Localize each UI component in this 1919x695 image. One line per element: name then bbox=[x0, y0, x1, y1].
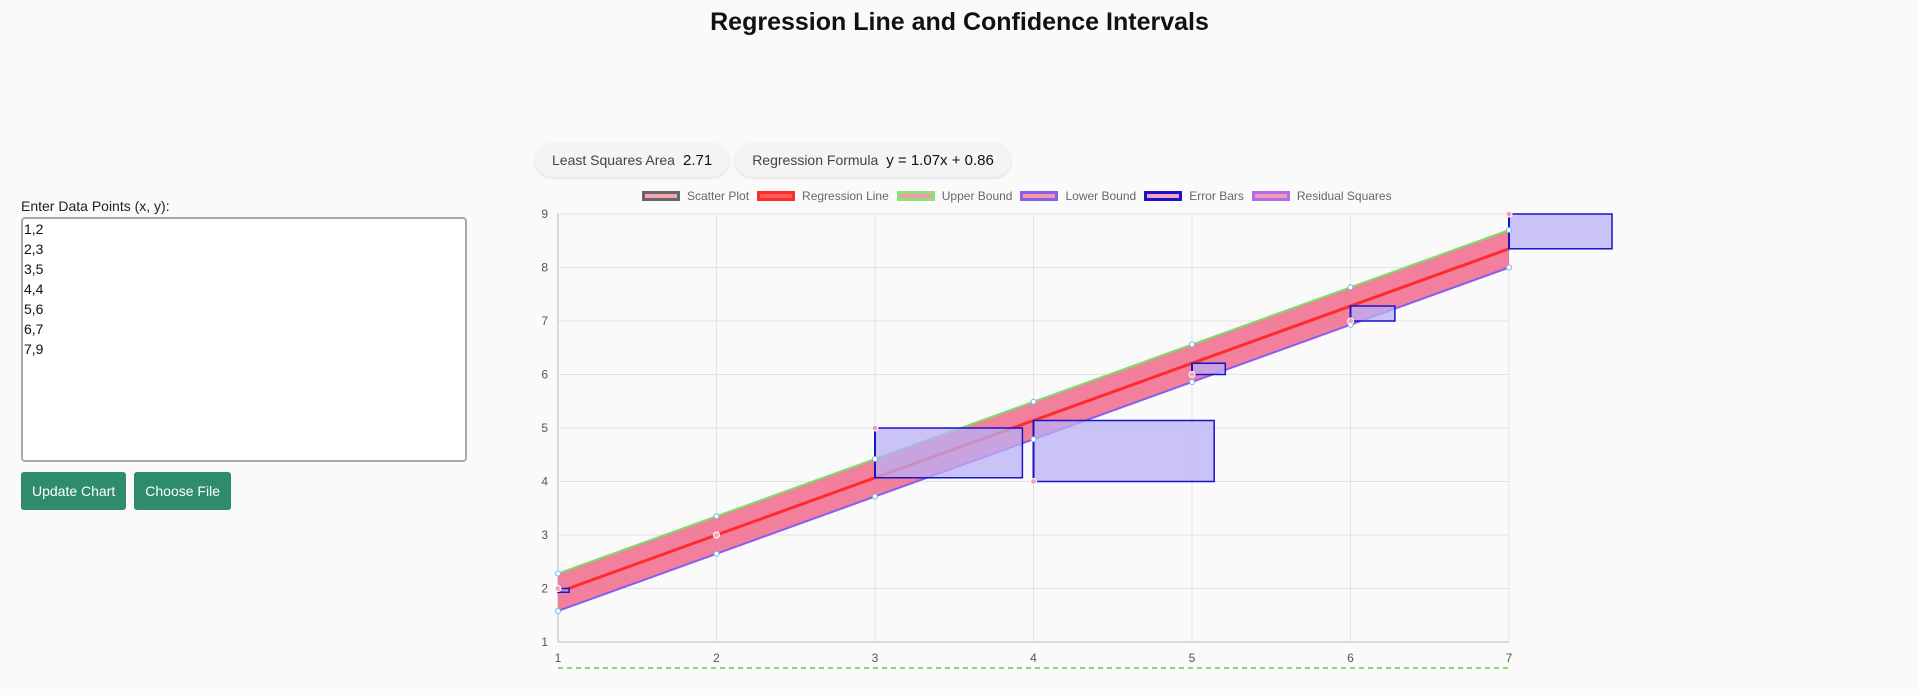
lower-bound-point bbox=[1506, 264, 1512, 271]
least-squares-value: 2.71 bbox=[682, 151, 713, 169]
lower-bound-point bbox=[1189, 378, 1195, 385]
residual-square bbox=[1032, 419, 1215, 483]
legend-item[interactable]: Residual Squares bbox=[1251, 189, 1392, 203]
page-title: Regression Line and Confidence Intervals bbox=[710, 8, 1209, 36]
legend-item[interactable]: Regression Line bbox=[757, 189, 889, 203]
upper-bound-point bbox=[872, 456, 878, 463]
data-input-label: Enter Data Points (x, y): bbox=[21, 198, 170, 214]
legend-swatch bbox=[757, 191, 796, 201]
scatter-point bbox=[1188, 371, 1196, 378]
y-tick-label: 1 bbox=[541, 635, 548, 649]
residual-square bbox=[1349, 305, 1396, 322]
residual-square bbox=[874, 427, 1024, 479]
legend-swatch bbox=[1020, 191, 1059, 201]
y-tick-label: 6 bbox=[541, 368, 548, 382]
residual-square bbox=[1191, 362, 1227, 376]
lower-bound-point bbox=[555, 607, 561, 614]
x-tick-label: 3 bbox=[872, 651, 879, 665]
update-chart-button[interactable]: Update Chart bbox=[21, 472, 127, 510]
x-tick-label: 4 bbox=[1030, 651, 1037, 665]
y-tick-label: 9 bbox=[541, 207, 548, 221]
legend-item[interactable]: Upper Bound bbox=[896, 189, 1013, 203]
legend-label: Residual Squares bbox=[1296, 189, 1392, 203]
y-tick-label: 7 bbox=[541, 314, 548, 328]
scatter-point bbox=[1505, 210, 1513, 218]
regression-formula-label: Regression Formula bbox=[752, 152, 879, 168]
legend-label: Upper Bound bbox=[941, 189, 1013, 203]
x-tick-label: 6 bbox=[1347, 651, 1354, 665]
legend-label: Error Bars bbox=[1189, 189, 1244, 203]
y-tick-label: 4 bbox=[541, 475, 548, 489]
legend-item[interactable]: Scatter Plot bbox=[642, 189, 749, 203]
x-tick-label: 1 bbox=[555, 651, 562, 665]
scatter-point bbox=[1030, 478, 1037, 485]
legend-swatch bbox=[1144, 191, 1183, 201]
legend-swatch bbox=[896, 191, 935, 201]
scatter-point bbox=[1347, 317, 1354, 325]
legend-swatch bbox=[642, 191, 680, 201]
legend-item[interactable]: Lower Bound bbox=[1020, 189, 1136, 203]
upper-bound-point bbox=[1506, 227, 1512, 234]
scatter-point bbox=[713, 531, 720, 539]
scatter-point bbox=[871, 424, 879, 432]
x-tick-label: 2 bbox=[713, 651, 720, 665]
legend-label: Lower Bound bbox=[1065, 189, 1137, 203]
lower-bound-point bbox=[1030, 436, 1037, 443]
chart-legend: Scatter Plot Regression Line Upper Bound Lo… bbox=[642, 189, 1392, 203]
data-points-input[interactable] bbox=[21, 217, 467, 462]
y-tick-label: 5 bbox=[541, 421, 548, 435]
legend-label: Regression Line bbox=[802, 189, 889, 203]
scatter-point bbox=[554, 585, 562, 592]
least-squares-label: Least Squares Area bbox=[552, 152, 675, 168]
choose-file-button[interactable]: Choose File bbox=[134, 472, 231, 510]
upper-bound-point bbox=[1189, 341, 1195, 348]
x-tick-label: 5 bbox=[1189, 651, 1196, 665]
y-tick-label: 8 bbox=[541, 261, 548, 275]
lower-bound-point bbox=[872, 493, 878, 500]
residual-square bbox=[1508, 213, 1613, 250]
upper-bound-point bbox=[713, 513, 720, 520]
least-squares-stat: Least Squares Area 2.71 bbox=[535, 143, 730, 177]
regression-formula-stat: Regression Formula y = 1.07x + 0.86 bbox=[735, 143, 1011, 177]
legend-label: Scatter Plot bbox=[687, 189, 750, 203]
regression-formula-value: y = 1.07x + 0.86 bbox=[886, 151, 994, 169]
upper-bound-point bbox=[555, 570, 561, 577]
x-tick-label: 7 bbox=[1506, 651, 1513, 665]
upper-bound-point bbox=[1030, 398, 1037, 405]
button-row: Update Chart Choose File bbox=[21, 472, 473, 510]
upper-bound-point bbox=[1347, 284, 1354, 291]
y-tick-label: 3 bbox=[541, 528, 548, 542]
legend-item[interactable]: Error Bars bbox=[1144, 189, 1244, 203]
legend-swatch bbox=[1251, 191, 1290, 201]
lower-bound-point bbox=[713, 550, 720, 557]
data-entry-panel: Enter Data Points (x, y): Update Chart C… bbox=[21, 198, 473, 510]
stats-bar: Least Squares Area 2.71 Regression Formu… bbox=[535, 143, 1011, 177]
y-tick-label: 2 bbox=[541, 582, 548, 596]
